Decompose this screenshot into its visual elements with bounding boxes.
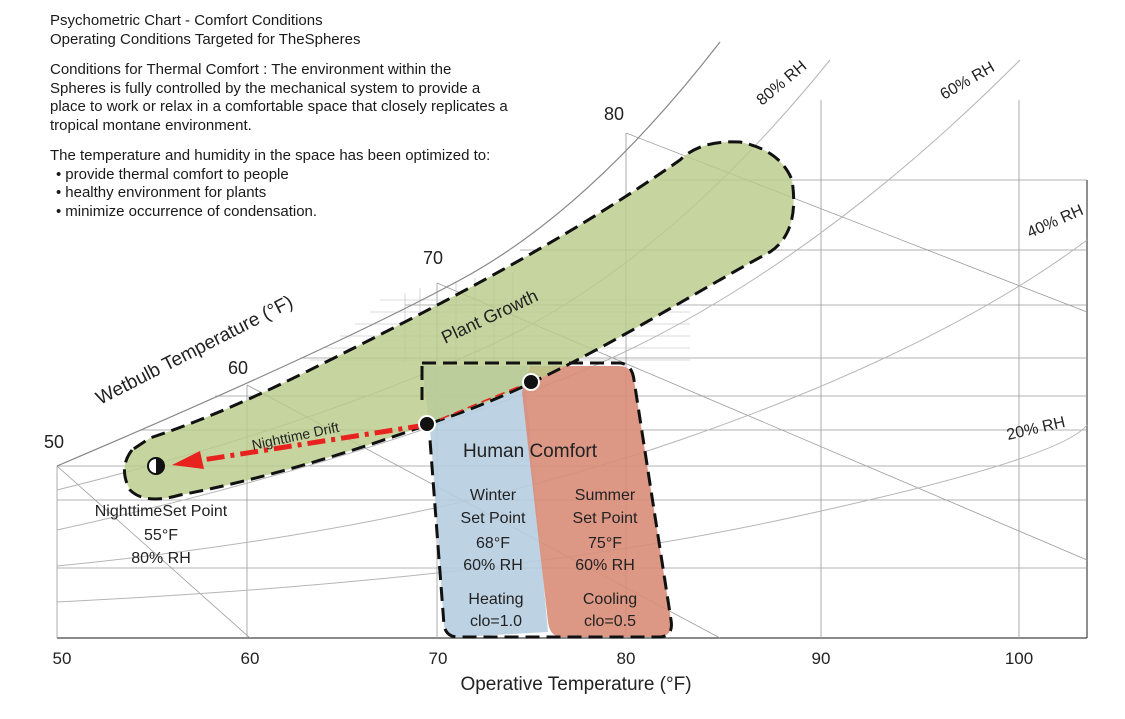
- winter-zone: [422, 366, 548, 637]
- summer-clo: clo=0.5: [584, 613, 636, 630]
- goal-list: provide thermal comfort to people health…: [50, 166, 510, 222]
- summer-set-point: Set Point: [573, 510, 638, 527]
- wetbulb-line: [56, 465, 251, 639]
- drift-line-thin: [425, 381, 531, 426]
- saturation-curve: [56, 41, 721, 467]
- wetbulb-tick-label: 70: [423, 248, 443, 268]
- x-tick-label: 60: [241, 649, 260, 668]
- x-axis-ticks: 50 60 70 80 90 100: [53, 649, 1034, 668]
- wetbulb-tick-label: 80: [604, 104, 624, 124]
- human-comfort-label: Human Comfort: [463, 441, 598, 462]
- human-comfort-outline: [422, 361, 673, 639]
- rh-label-40: 40% RH: [1025, 202, 1086, 242]
- rh-label-60: 60% RH: [938, 59, 998, 104]
- summer-mode: Cooling: [583, 591, 637, 608]
- nighttime-drift-arrow: [172, 381, 531, 469]
- rh-label-80: 80% RH: [754, 58, 811, 109]
- drift-arrowhead: [172, 451, 204, 469]
- chart-subtitle: Operating Conditions Targeted for TheSph…: [50, 30, 361, 48]
- plant-growth-zone: [123, 140, 796, 501]
- summer-zone: [522, 366, 672, 637]
- set-point-markers: [147, 373, 540, 475]
- comfort-outlines: [420, 361, 673, 639]
- goal-item: minimize occurrence of condensation.: [50, 203, 510, 222]
- rh-curve-40: [56, 239, 1088, 567]
- goal-item: healthy environment for plants: [50, 184, 510, 203]
- nighttime-title: NighttimeSet Point: [95, 503, 228, 520]
- rh-labels: 80% RH 60% RH 40% RH 20% RH: [754, 58, 1086, 444]
- summer-temp: 75°F: [588, 535, 622, 552]
- optimized-intro: The temperature and humidity in the spac…: [50, 147, 491, 164]
- nighttime-temp: 55°F: [144, 527, 178, 544]
- wetbulb-tick-label: 50: [44, 432, 64, 452]
- wetbulb-tick-label: 60: [228, 358, 248, 378]
- winter-title: Winter: [470, 487, 517, 504]
- nighttime-set-point-half: [156, 458, 164, 474]
- winter-temp: 68°F: [476, 535, 510, 552]
- comfort-paragraph: Conditions for Thermal Comfort : The env…: [50, 61, 508, 134]
- summer-set-point-marker: [522, 373, 540, 391]
- summer-rh: 60% RH: [575, 557, 635, 574]
- wetbulb-ticks: 50 60 70 80: [44, 104, 624, 452]
- summer-title: Summer: [575, 487, 636, 504]
- winter-mode: Heating: [468, 591, 523, 608]
- summer-labels: Summer Set Point 75°F 60% RH Cooling clo…: [573, 487, 638, 630]
- winter-clo: clo=1.0: [470, 613, 522, 630]
- x-tick-label: 70: [429, 649, 448, 668]
- x-axis-label: Operative Temperature (°F): [460, 674, 691, 695]
- winter-set-point: Set Point: [461, 510, 526, 527]
- x-tick-label: 50: [53, 649, 72, 668]
- nighttime-rh: 80% RH: [131, 550, 191, 567]
- goal-item: provide thermal comfort to people: [50, 166, 510, 185]
- intro-text: Psychometric Chart - Comfort Conditions …: [50, 12, 510, 221]
- winter-labels: Winter Set Point 68°F 60% RH Heating clo…: [461, 487, 526, 630]
- rh-label-20: 20% RH: [1005, 414, 1067, 444]
- x-tick-label: 80: [617, 649, 636, 668]
- nighttime-labels: NighttimeSet Point 55°F 80% RH: [95, 503, 228, 567]
- chart-title: Psychometric Chart - Comfort Conditions: [50, 12, 323, 29]
- x-tick-label: 90: [812, 649, 831, 668]
- drift-line-thick: [195, 422, 427, 464]
- human-comfort-zone: [422, 366, 672, 637]
- winter-rh: 60% RH: [463, 557, 523, 574]
- x-tick-label: 100: [1005, 649, 1033, 668]
- winter-set-point-marker: [418, 415, 436, 433]
- rh-curve-20: [56, 424, 1088, 603]
